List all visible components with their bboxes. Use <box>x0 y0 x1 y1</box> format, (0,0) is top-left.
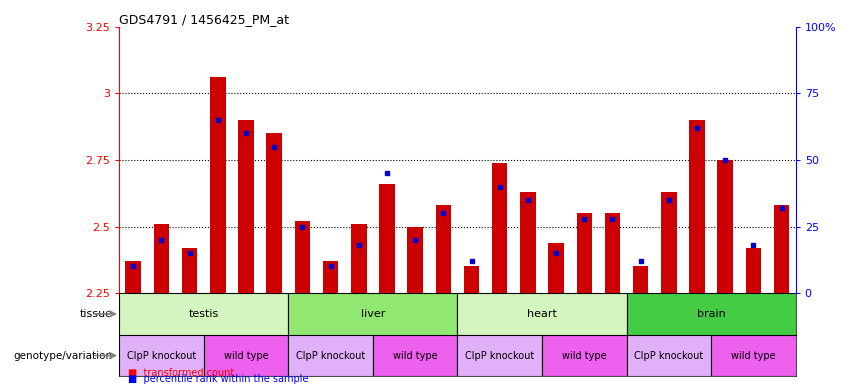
Text: wild type: wild type <box>562 351 607 361</box>
Bar <box>436 205 451 293</box>
Bar <box>711 335 796 376</box>
Text: ClpP knockout: ClpP knockout <box>127 351 196 361</box>
Bar <box>182 248 197 293</box>
Bar <box>576 213 592 293</box>
Bar <box>458 293 626 335</box>
Bar <box>464 266 479 293</box>
Bar <box>288 335 373 376</box>
Bar <box>210 78 226 293</box>
Bar <box>154 224 169 293</box>
Bar <box>633 266 648 293</box>
Bar <box>294 221 310 293</box>
Text: wild type: wild type <box>224 351 268 361</box>
Text: tissue: tissue <box>79 309 112 319</box>
Bar <box>119 335 203 376</box>
Bar <box>458 335 542 376</box>
Bar <box>380 184 395 293</box>
Bar <box>605 213 620 293</box>
Text: brain: brain <box>697 309 726 319</box>
Bar <box>626 335 711 376</box>
Text: liver: liver <box>361 309 385 319</box>
Bar <box>492 163 507 293</box>
Text: genotype/variation: genotype/variation <box>14 351 112 361</box>
Text: wild type: wild type <box>393 351 437 361</box>
Bar <box>408 227 423 293</box>
Bar <box>288 293 458 335</box>
Text: ■  transformed count: ■ transformed count <box>128 368 234 378</box>
Bar <box>119 293 288 335</box>
Bar <box>548 243 564 293</box>
Bar <box>542 335 626 376</box>
Text: wild type: wild type <box>731 351 776 361</box>
Bar <box>203 335 288 376</box>
Bar <box>125 261 141 293</box>
Text: GDS4791 / 1456425_PM_at: GDS4791 / 1456425_PM_at <box>119 13 289 26</box>
Bar <box>238 120 254 293</box>
Bar <box>626 293 796 335</box>
Text: ClpP knockout: ClpP knockout <box>465 351 534 361</box>
Bar <box>520 192 535 293</box>
Text: ClpP knockout: ClpP knockout <box>634 351 704 361</box>
Bar <box>689 120 705 293</box>
Bar <box>351 224 367 293</box>
Text: heart: heart <box>527 309 557 319</box>
Bar <box>774 205 790 293</box>
Bar <box>323 261 339 293</box>
Bar <box>745 248 761 293</box>
Text: testis: testis <box>189 309 219 319</box>
Text: ClpP knockout: ClpP knockout <box>296 351 365 361</box>
Bar <box>717 160 733 293</box>
Bar <box>661 192 677 293</box>
Bar <box>373 335 458 376</box>
Text: ■  percentile rank within the sample: ■ percentile rank within the sample <box>128 374 308 384</box>
Bar <box>266 133 282 293</box>
